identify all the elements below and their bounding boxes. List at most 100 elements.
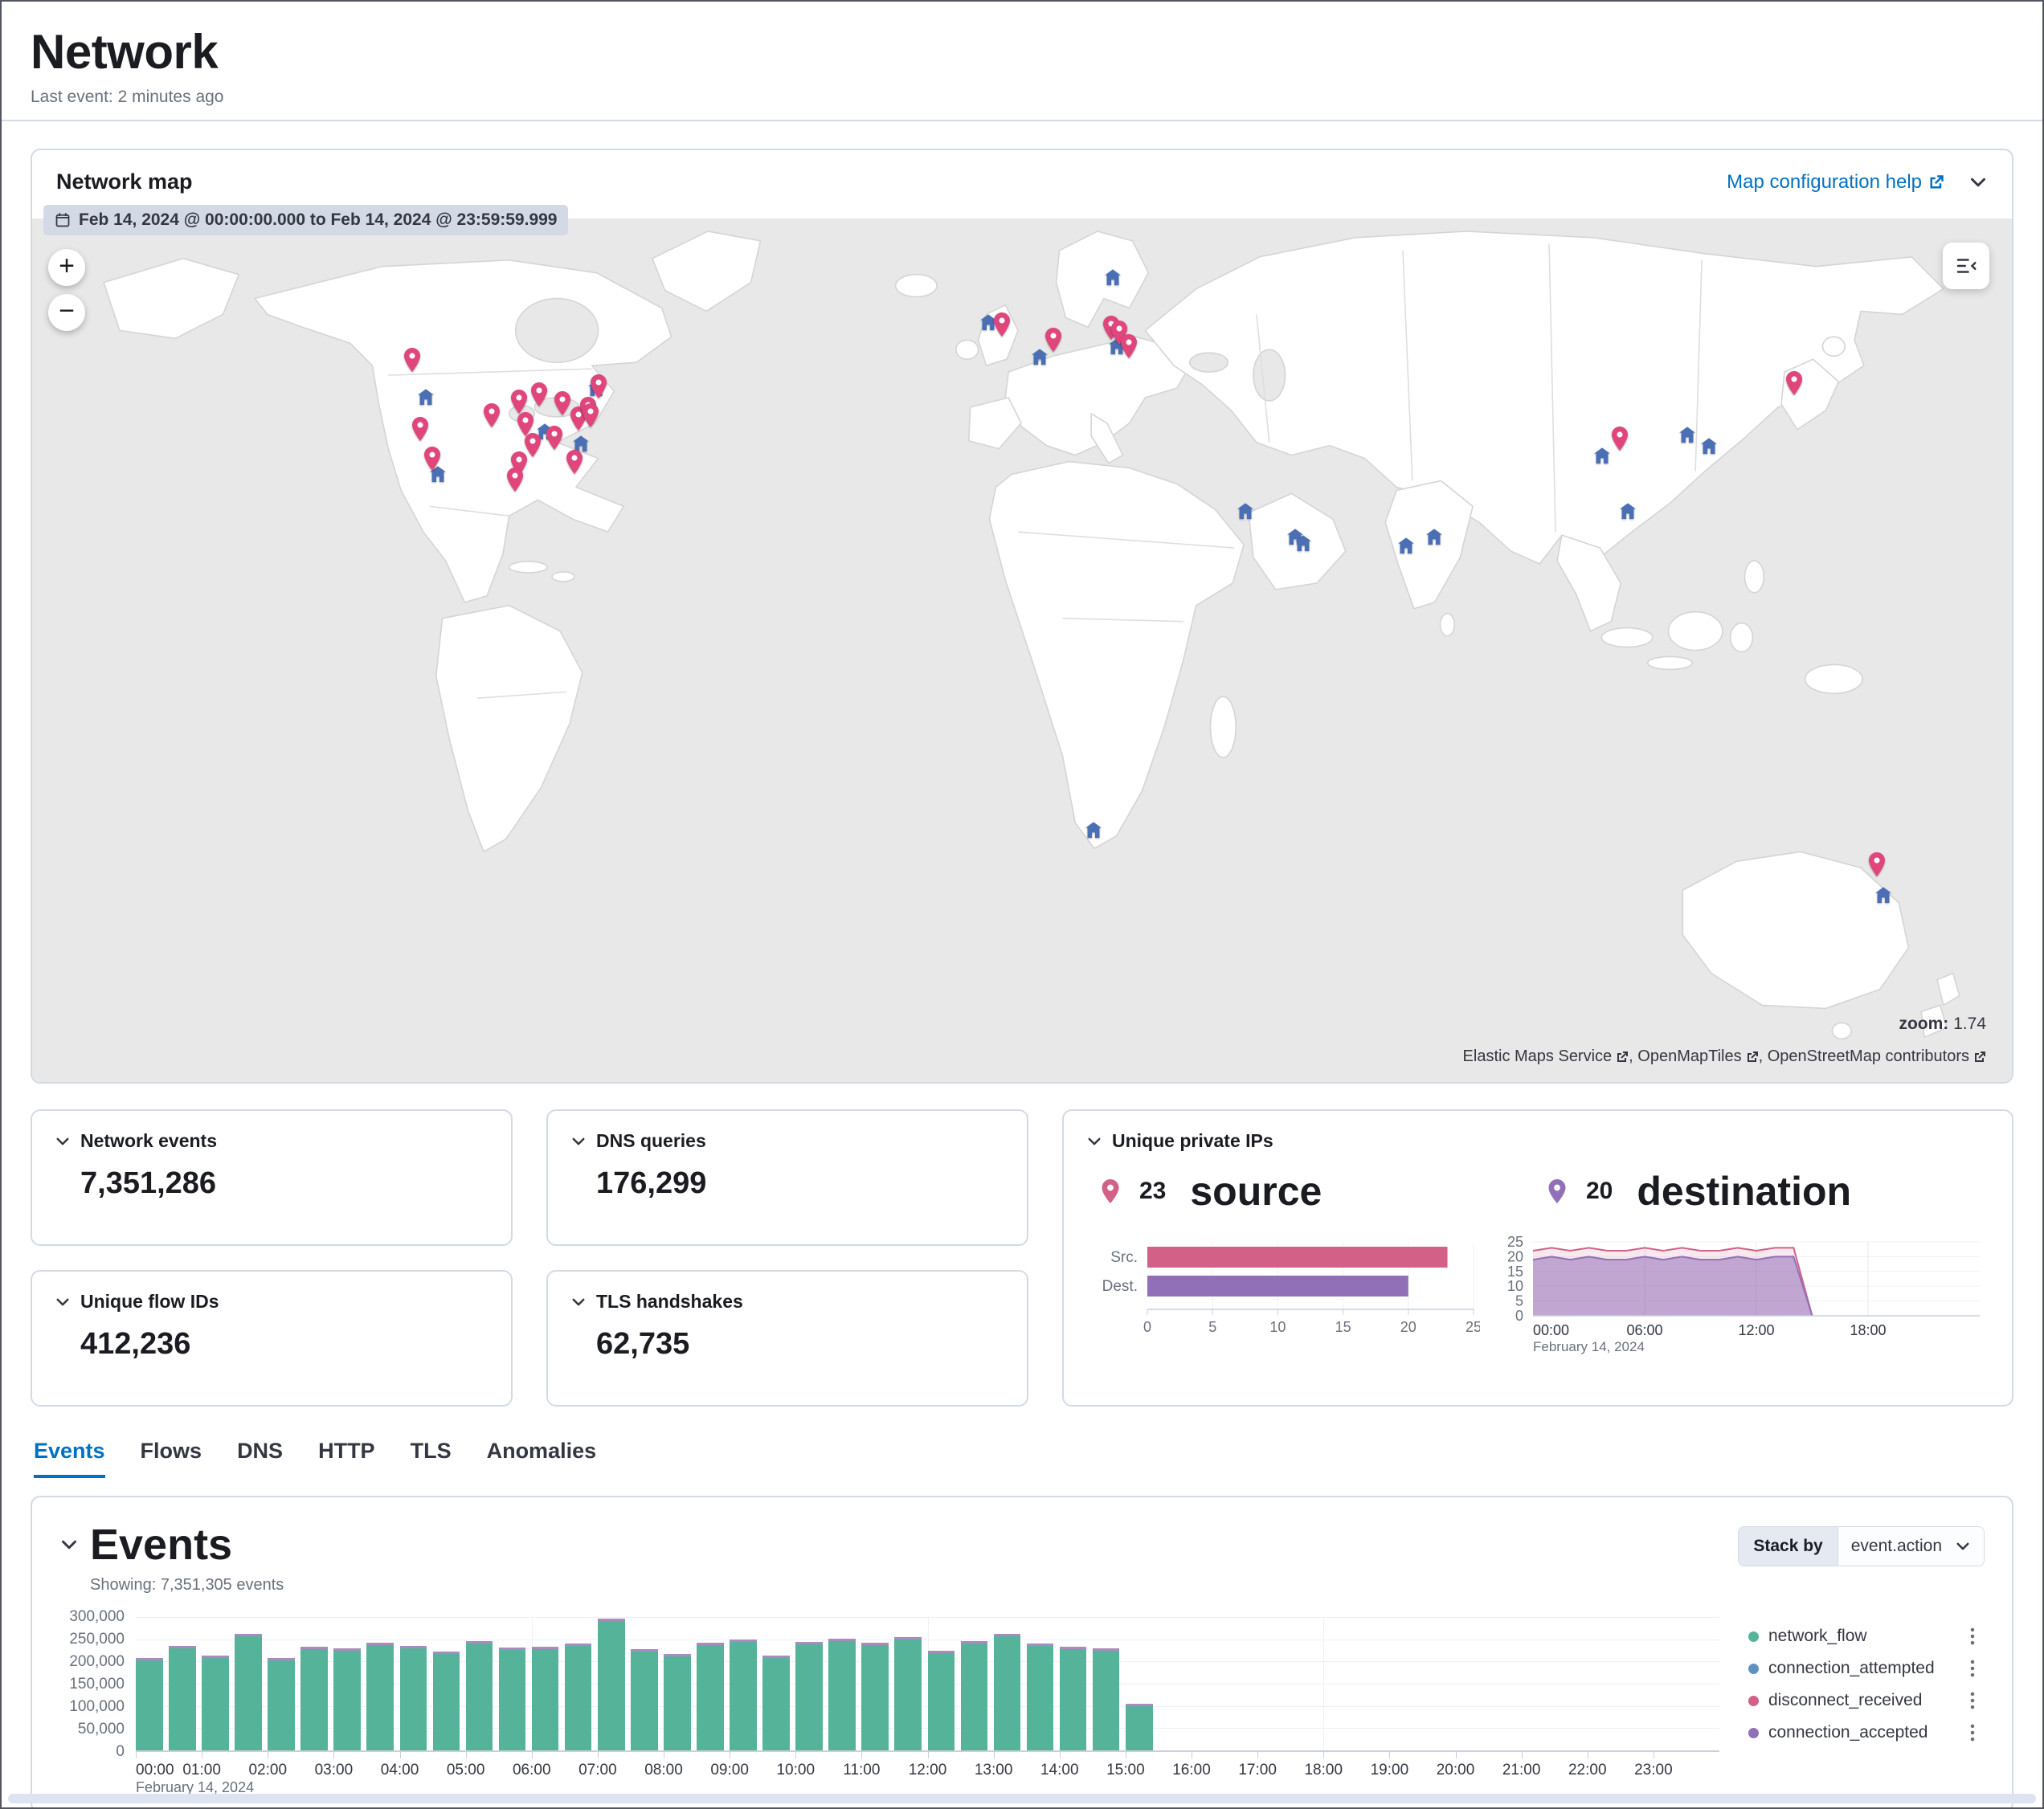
tab-flows[interactable]: Flows — [140, 1439, 202, 1463]
legend-item[interactable]: connection_attempted — [1748, 1652, 1985, 1684]
histogram-bar[interactable] — [730, 1639, 757, 1750]
map-pin-marker[interactable] — [1117, 333, 1141, 360]
map-pin-marker[interactable] — [990, 311, 1014, 338]
map-pin-marker[interactable] — [420, 445, 444, 472]
tab-events[interactable]: Events — [34, 1439, 105, 1478]
map-building-marker[interactable] — [1873, 885, 1893, 905]
map-pin-marker[interactable] — [503, 466, 527, 493]
histogram-bar[interactable] — [268, 1657, 295, 1750]
attribution-link[interactable]: Elastic Maps Service — [1463, 1047, 1629, 1066]
map-building-marker[interactable] — [1236, 501, 1256, 521]
histogram-bar[interactable] — [861, 1643, 889, 1750]
map-zoom-in-button[interactable]: + — [48, 249, 85, 286]
map-building-marker[interactable] — [416, 387, 436, 407]
map-layers-button[interactable] — [1943, 243, 1989, 289]
map-pin-marker[interactable] — [542, 424, 566, 451]
tab-dns[interactable]: DNS — [237, 1439, 284, 1463]
map-pin-marker[interactable] — [587, 373, 611, 400]
histogram-bar[interactable] — [762, 1655, 790, 1750]
map-building-marker[interactable] — [1083, 821, 1103, 841]
histogram-bar[interactable] — [993, 1634, 1021, 1750]
legend-options-button[interactable] — [1960, 1656, 1985, 1680]
events-collapse-chevron-icon[interactable] — [59, 1535, 79, 1554]
map-pin-marker[interactable] — [408, 415, 432, 443]
histogram-bar[interactable] — [202, 1655, 229, 1750]
chevron-down-icon[interactable] — [570, 1133, 587, 1150]
legend-item[interactable]: network_flow — [1748, 1620, 1985, 1652]
map-building-marker[interactable] — [1617, 501, 1637, 521]
map-building-marker[interactable] — [1677, 425, 1697, 445]
histogram-bar[interactable] — [564, 1644, 592, 1750]
histogram-bar[interactable] — [300, 1646, 328, 1750]
tab-http[interactable]: HTTP — [318, 1439, 375, 1463]
legend-options-button[interactable] — [1960, 1689, 1985, 1713]
chevron-down-icon[interactable] — [570, 1294, 587, 1310]
map-building-marker[interactable] — [1103, 268, 1123, 288]
chevron-down-icon[interactable] — [1086, 1133, 1102, 1150]
map-pin-marker[interactable] — [578, 402, 603, 429]
histogram-bar[interactable] — [597, 1619, 625, 1750]
histogram-bar[interactable] — [927, 1651, 955, 1750]
histogram-bar[interactable] — [531, 1646, 559, 1750]
map-building-marker[interactable] — [1030, 347, 1050, 367]
histogram-bar[interactable] — [960, 1641, 988, 1750]
horizontal-scrollbar[interactable] — [8, 1794, 2036, 1803]
map-pin-marker[interactable] — [1782, 370, 1806, 397]
map-canvas[interactable]: + − zoom: 1.74 Elastic Maps Service, Ope… — [32, 218, 2012, 1082]
map-pin-marker[interactable] — [1608, 425, 1632, 452]
legend-options-button[interactable] — [1960, 1624, 1985, 1648]
map-configuration-help-link[interactable]: Map configuration help — [1727, 171, 1944, 194]
map-panel-collapse-chevron-icon[interactable] — [1968, 173, 1988, 192]
histogram-bar[interactable] — [664, 1654, 691, 1750]
tab-anomalies[interactable]: Anomalies — [486, 1439, 597, 1463]
map-building-marker[interactable] — [428, 465, 448, 485]
map-pin-marker[interactable] — [527, 381, 551, 408]
histogram-bar[interactable] — [828, 1639, 856, 1750]
map-zoom-out-button[interactable]: − — [48, 294, 85, 331]
histogram-bar[interactable] — [498, 1647, 526, 1750]
attribution-link[interactable]: OpenStreetMap contributors — [1768, 1047, 1986, 1066]
map-pin-marker[interactable] — [507, 388, 531, 415]
histogram-bar[interactable] — [333, 1648, 362, 1750]
chevron-down-icon[interactable] — [55, 1133, 71, 1150]
attribution-link[interactable]: OpenMapTiles — [1637, 1047, 1758, 1066]
histogram-bar[interactable] — [1059, 1646, 1087, 1750]
histogram-bar[interactable] — [235, 1634, 262, 1750]
map-building-marker[interactable] — [570, 434, 591, 454]
map-pin-marker[interactable] — [400, 346, 424, 374]
histogram-bar[interactable] — [465, 1641, 493, 1750]
legend-options-button[interactable] — [1960, 1721, 1985, 1745]
world-map — [32, 218, 2012, 1082]
legend-item[interactable]: connection_accepted — [1748, 1717, 1985, 1749]
stack-by-select[interactable]: event.action — [1837, 1527, 1984, 1566]
map-pin-marker[interactable] — [521, 431, 545, 459]
histogram-bar[interactable] — [169, 1645, 196, 1750]
events-chart-plot[interactable] — [136, 1617, 1719, 1752]
histogram-bar[interactable] — [432, 1652, 460, 1750]
map-building-marker[interactable] — [979, 312, 999, 333]
histogram-bar[interactable] — [697, 1643, 724, 1750]
histogram-bar[interactable] — [894, 1636, 922, 1750]
map-pin-marker[interactable] — [480, 402, 504, 429]
map-pin-marker[interactable] — [562, 448, 587, 476]
histogram-bar[interactable] — [136, 1657, 163, 1750]
map-building-marker[interactable] — [1293, 534, 1313, 554]
histogram-bar[interactable] — [630, 1648, 658, 1750]
histogram-bar[interactable] — [1125, 1703, 1153, 1750]
legend-item[interactable]: disconnect_received — [1748, 1684, 1985, 1717]
histogram-bar[interactable] — [795, 1642, 823, 1750]
map-pin-marker[interactable] — [550, 390, 574, 417]
histogram-bar[interactable] — [1026, 1644, 1054, 1750]
map-building-marker[interactable] — [1699, 436, 1719, 456]
map-pin-marker[interactable] — [1865, 851, 1889, 878]
map-building-marker[interactable] — [1592, 446, 1612, 466]
histogram-bar[interactable] — [366, 1643, 394, 1750]
map-building-marker[interactable] — [1396, 536, 1416, 556]
tab-tls[interactable]: TLS — [410, 1439, 452, 1463]
map-building-marker[interactable] — [1424, 527, 1444, 547]
chevron-down-icon[interactable] — [55, 1294, 71, 1310]
histogram-bar[interactable] — [1092, 1648, 1120, 1750]
histogram-bar[interactable] — [399, 1645, 427, 1750]
map-pin-marker[interactable] — [1041, 326, 1065, 353]
map-pin-marker[interactable] — [513, 410, 538, 438]
